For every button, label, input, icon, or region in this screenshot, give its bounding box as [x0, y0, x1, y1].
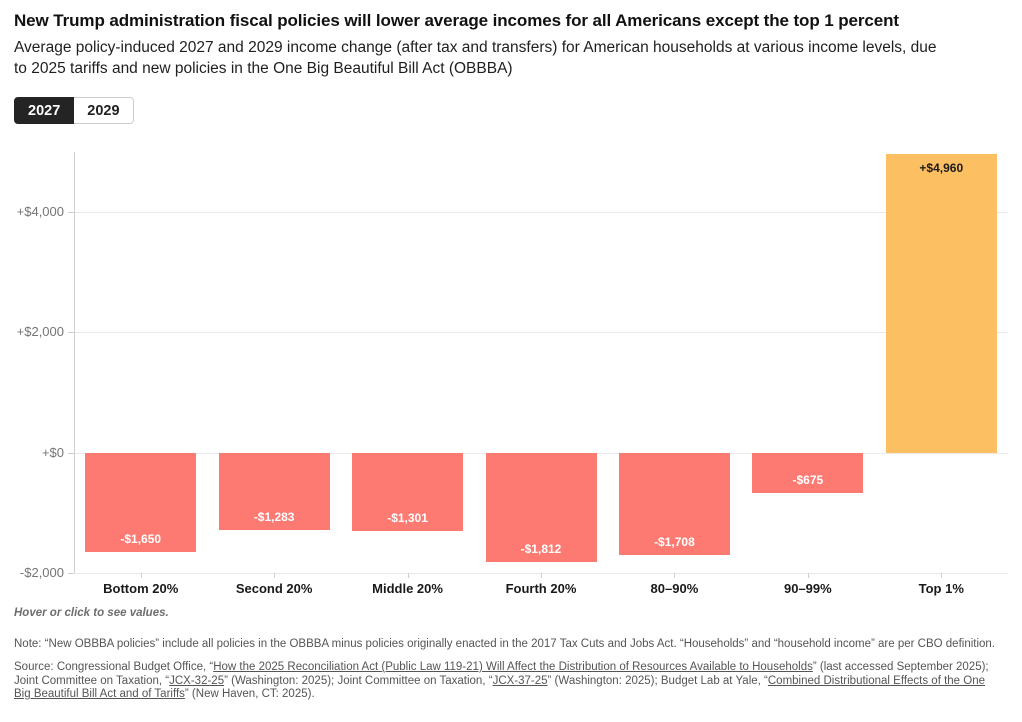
year-toggle: 2027 2029	[14, 97, 134, 124]
y-axis-tick	[68, 573, 74, 574]
bar-value-label: -$1,708	[654, 535, 695, 550]
bar-value-label: -$675	[792, 473, 824, 488]
y-axis-tick	[68, 332, 74, 334]
bar-value-label: -$1,650	[120, 531, 162, 546]
source-text-segment: ” (Washington: 2025); Joint Committee on…	[224, 674, 493, 687]
source-text: Source: Congressional Budget Office, “Ho…	[14, 661, 999, 702]
x-axis-label: Bottom 20%	[103, 581, 179, 596]
y-axis-line	[74, 152, 75, 573]
x-axis-label: Fourth 20%	[505, 581, 577, 596]
source-text-segment: ” (last accessed September 2025); Joint …	[14, 661, 989, 687]
bar-second-20-[interactable]: -$1,283	[218, 452, 330, 530]
bar-value-label: -$1,283	[253, 509, 295, 524]
bar-value-label: -$1,812	[520, 541, 562, 556]
source-link[interactable]: Combined Distributional Effects of the O…	[14, 674, 985, 701]
y-axis-label: +$2,000	[16, 324, 64, 340]
y-axis-label: -$2,000	[19, 565, 64, 580]
bar-80-90-[interactable]: -$1,708	[618, 452, 730, 556]
x-axis-tick	[674, 573, 676, 578]
x-axis-label: 90–99%	[783, 581, 832, 596]
source-link[interactable]: JCX-37-25	[492, 674, 548, 687]
x-axis-label: Second 20%	[235, 581, 313, 596]
y-axis-tick	[68, 212, 74, 214]
x-axis-tick	[941, 573, 943, 578]
bar-value-label: +$4,960	[919, 161, 964, 176]
footnote: Note: “New OBBBA policies” include all p…	[14, 638, 996, 650]
x-axis-label: Top 1%	[918, 581, 964, 596]
x-axis-tick	[541, 573, 542, 578]
page-subtitle: Average policy-induced 2027 and 2029 inc…	[14, 39, 937, 77]
gridline-4000	[74, 212, 1008, 214]
x-axis-tick	[807, 573, 809, 578]
source-text-segment: ” (New Haven, CT: 2025).	[184, 688, 315, 700]
gridline-2000	[74, 332, 1008, 334]
source-text-segment: Source: Congressional Budget Office, “	[14, 661, 214, 673]
y-axis-tick	[68, 452, 74, 454]
x-axis-label: Middle 20%	[372, 581, 443, 596]
x-axis-tick	[407, 573, 409, 578]
y-axis-label: +$0	[41, 444, 64, 460]
bar-top-1-[interactable]: +$4,960	[885, 154, 997, 453]
source-link[interactable]: How the 2025 Reconciliation Act (Public …	[213, 661, 813, 673]
bar-middle-20-[interactable]: -$1,301	[352, 452, 464, 531]
bar-90-99-[interactable]: -$675	[752, 452, 864, 494]
toggle-button-2029[interactable]: 2029	[74, 97, 134, 124]
x-axis-tick	[274, 573, 276, 578]
bar-fourth-20-[interactable]: -$1,812	[485, 452, 597, 562]
page-title: New Trump administration fiscal policies…	[14, 11, 899, 30]
hover-hint: Hover or click to see values.	[14, 607, 169, 619]
source-link[interactable]: JCX-32-25	[169, 674, 225, 687]
bar-bottom-20-[interactable]: -$1,650	[85, 452, 197, 552]
toggle-button-2027[interactable]: 2027	[14, 97, 75, 124]
y-axis-label: +$4,000	[16, 204, 64, 220]
x-axis-tick	[140, 573, 142, 578]
bar-value-label: -$1,301	[387, 510, 428, 525]
source-text-segment: ” (Washington: 2025); Budget Lab at Yale…	[547, 674, 768, 687]
x-axis-label: 80–90%	[650, 581, 699, 596]
